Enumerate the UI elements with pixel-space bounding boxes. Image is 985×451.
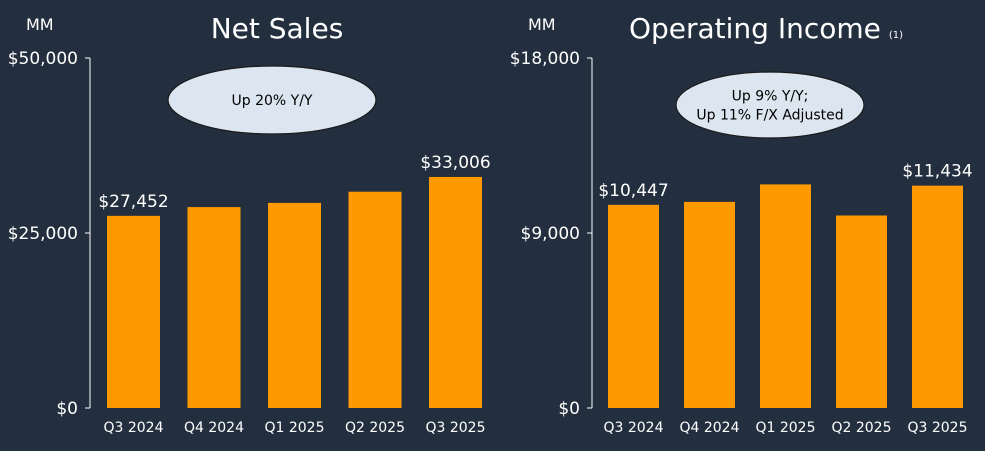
chart-title-text: Operating Income — [629, 12, 881, 45]
y-tick-label: $0 — [558, 399, 580, 419]
x-tick-label: Q2 2025 — [831, 420, 891, 436]
callout-text: Up 9% Y/Y; — [732, 89, 809, 105]
bar — [608, 204, 659, 408]
x-tick-label: Q3 2024 — [103, 420, 163, 436]
x-tick-label: Q3 2024 — [603, 420, 663, 436]
chart-title-text: Net Sales — [211, 12, 344, 45]
x-tick-label: Q3 2025 — [907, 420, 967, 436]
callout-ellipse — [675, 71, 865, 139]
bar — [836, 215, 887, 408]
y-tick-label: $18,000 — [510, 49, 580, 69]
unit-label: MM — [26, 15, 54, 34]
chart-2-group: MM Operating Income (1) $0 $9,000 $18,000 Q3 2… — [510, 12, 973, 436]
callout-text: Up 11% F/X Adjusted — [696, 108, 843, 124]
y-tick-label: $50,000 — [8, 49, 78, 69]
bar — [107, 215, 160, 408]
data-label: $27,452 — [98, 192, 168, 212]
chart-title-note: (1) — [889, 30, 903, 41]
data-label: $33,006 — [420, 153, 490, 173]
bar — [348, 191, 402, 408]
data-label: $10,447 — [598, 181, 668, 201]
x-tick-label: Q3 2025 — [425, 420, 485, 436]
x-tick-label: Q2 2025 — [345, 420, 405, 436]
chart-title: Net Sales — [211, 12, 344, 45]
x-tick-label: Q4 2024 — [679, 420, 739, 436]
x-tick-label: Q1 2025 — [755, 420, 815, 436]
y-tick-label: $0 — [56, 399, 78, 419]
unit-label: MM — [528, 15, 556, 34]
chart-1-group: MM Net Sales $0 $25,000 $50,000 Q3 2024 $27,45… — [8, 12, 491, 436]
y-tick-label: $25,000 — [8, 224, 78, 244]
x-tick-label: Q4 2024 — [184, 420, 244, 436]
bar — [760, 184, 811, 408]
bar — [187, 207, 241, 408]
y-tick-label: $9,000 — [521, 224, 580, 244]
bar — [429, 176, 482, 408]
bar — [684, 201, 735, 408]
bar — [268, 202, 321, 408]
data-label: $11,434 — [902, 162, 972, 182]
chart-title: Operating Income (1) — [629, 12, 903, 45]
callout-ellipse — [167, 65, 377, 135]
bar — [912, 185, 963, 408]
callout-text: Up 20% Y/Y — [232, 93, 313, 109]
x-tick-label: Q1 2025 — [264, 420, 324, 436]
